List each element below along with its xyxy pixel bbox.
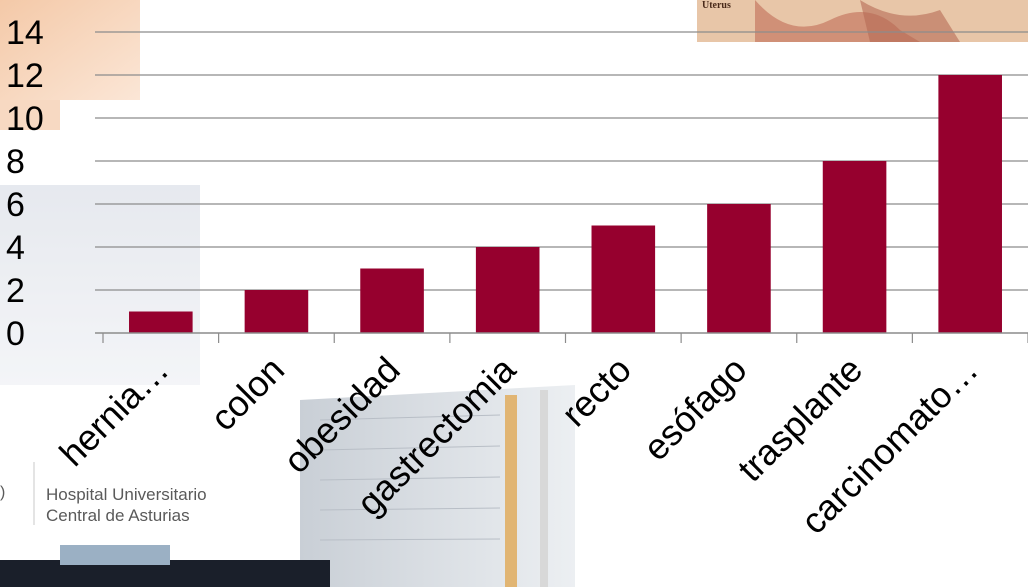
y-tick-label-14: 14 (6, 14, 44, 52)
inset-label: Uterus (702, 0, 731, 11)
bar-2 (360, 268, 424, 333)
bars (129, 75, 1002, 333)
hospital-building-photo (0, 385, 575, 587)
x-tick-label-0: hernia… (51, 349, 176, 474)
y-tick-label-4: 4 (6, 229, 25, 267)
hospital-name-line2: Central de Asturias (46, 506, 190, 525)
bar-3 (475, 247, 540, 333)
gridlines (95, 31, 1028, 291)
bar-5 (707, 204, 771, 333)
svg-text:): ) (0, 484, 5, 501)
bar-7 (938, 75, 1002, 333)
x-tick-label-4: recto (553, 349, 639, 435)
y-tick-label-10: 10 (6, 100, 44, 138)
y-tick-label-8: 8 (6, 143, 25, 181)
hospital-name: Hospital Universitario Central de Asturi… (46, 484, 207, 526)
y-tick-label-6: 6 (6, 186, 25, 224)
y-tick-label-12: 12 (6, 57, 44, 95)
bar-0 (129, 311, 193, 333)
bar-4 (591, 225, 656, 333)
y-tick-labels: 0 2 4 6 8 10 12 14 (6, 14, 44, 353)
hospital-logo-mark: ) (0, 462, 35, 525)
y-tick-label-2: 2 (6, 272, 25, 310)
x-tick-label-5: esófago (635, 349, 755, 469)
hospital-name-line1: Hospital Universitario (46, 485, 207, 504)
top-left-photo-fragment (0, 0, 140, 130)
x-tick-label-1: colon (202, 349, 292, 439)
x-axis (95, 332, 1028, 343)
bar-1 (244, 290, 309, 333)
y-tick-label-0: 0 (6, 315, 25, 353)
left-photo-fragment (0, 185, 200, 385)
bar-6 (822, 161, 887, 333)
